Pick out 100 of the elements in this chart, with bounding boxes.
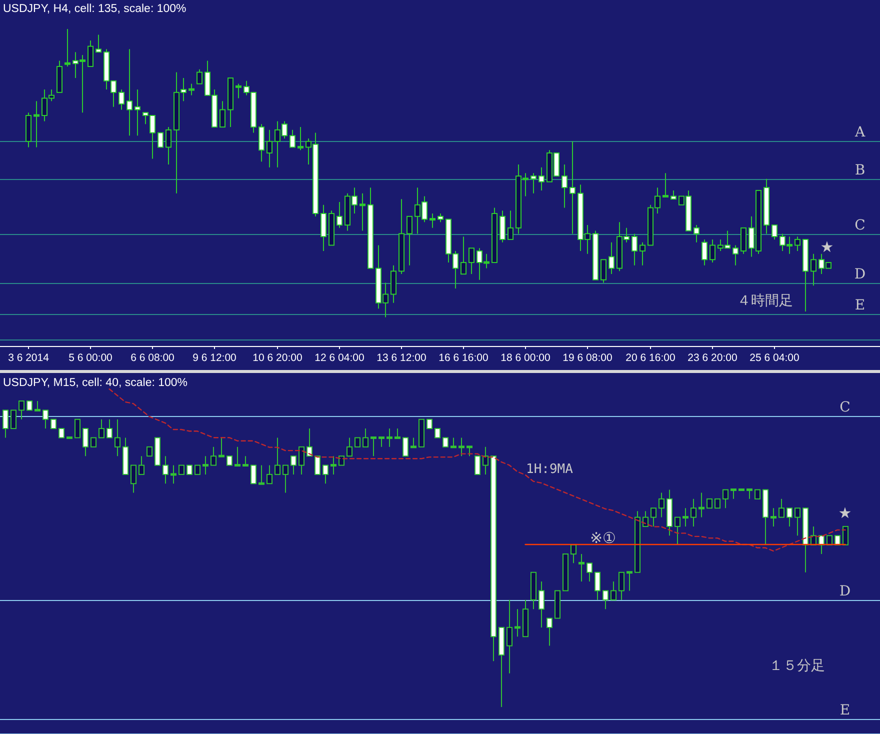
candlestick [34, 100, 40, 148]
candlestick [298, 446, 304, 475]
candlestick [842, 526, 848, 546]
ref-line-label: D [839, 584, 851, 600]
candlestick [746, 488, 752, 500]
candlestick [508, 210, 514, 240]
x-tick-label: 19 6 08:00 [562, 352, 612, 364]
candlestick [794, 236, 800, 252]
x-tick-label: 13 6 12:00 [376, 352, 426, 364]
candlestick [178, 464, 184, 475]
candlestick [410, 437, 416, 448]
candlestick [732, 244, 738, 266]
candlestick [258, 124, 264, 162]
candlestick [594, 572, 600, 600]
x-tick-label: 10 6 20:00 [252, 352, 302, 364]
candlestick [468, 248, 474, 275]
candlestick [362, 428, 368, 448]
candlestick [450, 437, 456, 448]
candlestick [306, 428, 312, 457]
ref-line-label: A [854, 124, 866, 140]
x-tick-label: 20 6 16:00 [626, 352, 676, 364]
x-tick-label: 23 6 20:00 [688, 352, 738, 364]
candlestick [134, 89, 140, 136]
candlestick [500, 210, 506, 243]
candlestick [250, 464, 256, 484]
annotation: ※① [590, 529, 616, 547]
candlestick [538, 166, 544, 191]
candlestick [274, 437, 280, 475]
candlestick [42, 410, 48, 430]
candlestick [642, 510, 648, 527]
candlestick [586, 562, 592, 582]
candlestick [138, 456, 144, 475]
candlestick [320, 204, 326, 252]
candlestick [632, 233, 638, 266]
candlestick [578, 554, 584, 582]
candlestick [570, 140, 576, 234]
candlestick [386, 428, 392, 448]
candlestick [194, 464, 200, 475]
candlestick [218, 437, 224, 458]
candlestick [236, 83, 242, 99]
candlestick [426, 418, 432, 430]
candlestick [336, 201, 342, 228]
candlestick [662, 172, 668, 198]
candlestick [602, 590, 608, 610]
candlestick [290, 129, 296, 148]
candlestick [58, 428, 64, 438]
candlestick [10, 410, 16, 430]
candlestick [608, 242, 614, 275]
annotation: １５分足 [769, 658, 825, 674]
ref-line-label: C [854, 218, 866, 234]
candlestick [106, 418, 112, 438]
candlestick [600, 259, 606, 284]
candlestick [360, 192, 366, 232]
candlestick [546, 618, 552, 646]
candlestick [220, 100, 226, 128]
candlestick [282, 464, 288, 494]
chart-title: USDJPY, M15, cell: 40, scale: 100% [3, 377, 188, 389]
candlestick [242, 456, 248, 467]
candlestick [674, 516, 680, 546]
candlestick [772, 224, 778, 240]
candlestick [26, 400, 32, 411]
candlestick [722, 489, 728, 509]
candlestick [482, 446, 488, 475]
candlestick [458, 437, 464, 457]
candlestick [370, 436, 376, 457]
candlestick [18, 400, 24, 420]
candlestick [338, 456, 344, 466]
candlestick [650, 508, 656, 527]
candlestick [570, 544, 576, 564]
candlestick [146, 446, 152, 457]
candlestick [298, 126, 304, 151]
candlestick [88, 40, 94, 67]
candlestick [810, 253, 816, 286]
candlestick [330, 456, 336, 475]
candlestick [626, 571, 632, 592]
candlestick [690, 498, 696, 527]
candlestick [378, 436, 384, 448]
chart-title: USDJPY, H4, cell: 135, scale: 100% [3, 3, 186, 15]
candlestick [682, 508, 688, 527]
candlestick [610, 581, 616, 600]
candlestick [210, 446, 216, 466]
candlestick [706, 498, 712, 509]
candlestick [466, 446, 472, 457]
candlestick [196, 68, 202, 84]
ref-line-label: B [854, 162, 866, 178]
candlestick [126, 48, 132, 136]
candlestick [786, 508, 792, 527]
candlestick [710, 238, 716, 264]
candlestick [266, 129, 272, 168]
candlestick [50, 418, 56, 430]
candlestick [130, 464, 136, 494]
x-tick-label: 25 6 04:00 [750, 352, 800, 364]
candlestick [402, 437, 408, 457]
candlestick [442, 437, 448, 448]
x-tick-label: 18 6 00:00 [500, 352, 550, 364]
x-tick-label: 9 6 12:00 [192, 352, 237, 364]
candlestick [166, 126, 172, 165]
annotation: ４時間足 [737, 293, 793, 309]
candlestick [778, 498, 784, 518]
candlestick [314, 456, 320, 475]
